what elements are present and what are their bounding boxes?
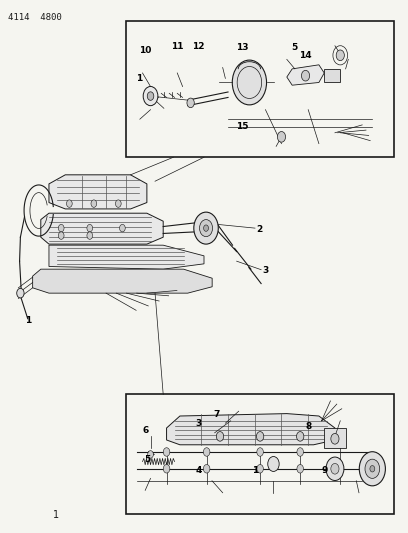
Text: 1: 1 (53, 510, 59, 520)
Circle shape (87, 232, 93, 239)
Circle shape (359, 452, 386, 486)
Polygon shape (324, 428, 346, 448)
Bar (126, 21, 394, 157)
Polygon shape (49, 245, 204, 269)
Text: 11: 11 (171, 43, 184, 51)
Circle shape (331, 463, 339, 474)
Circle shape (336, 50, 344, 61)
Text: 1: 1 (135, 75, 142, 83)
Circle shape (297, 448, 304, 456)
Text: 7: 7 (213, 410, 220, 419)
Text: 5: 5 (144, 455, 150, 464)
Polygon shape (324, 69, 340, 83)
Circle shape (67, 200, 72, 207)
Circle shape (91, 200, 97, 207)
Circle shape (194, 212, 218, 244)
Circle shape (203, 448, 210, 456)
Text: 12: 12 (192, 43, 204, 51)
Text: 4114  4800: 4114 4800 (8, 13, 62, 22)
Circle shape (87, 224, 93, 232)
Circle shape (143, 86, 158, 106)
Polygon shape (287, 65, 324, 85)
Circle shape (297, 464, 304, 473)
Circle shape (268, 456, 279, 472)
Circle shape (163, 464, 170, 473)
Text: 10: 10 (139, 46, 151, 54)
Text: 8: 8 (305, 422, 312, 431)
Circle shape (58, 224, 64, 232)
Circle shape (17, 288, 24, 298)
Circle shape (302, 70, 310, 81)
Polygon shape (33, 269, 212, 293)
Circle shape (203, 464, 210, 473)
Text: 3: 3 (195, 419, 202, 428)
Circle shape (297, 432, 304, 441)
Bar (126, 394, 394, 514)
Circle shape (277, 132, 286, 142)
Polygon shape (166, 414, 335, 445)
Circle shape (232, 60, 266, 105)
Text: 3: 3 (262, 266, 268, 275)
Circle shape (204, 225, 208, 231)
Circle shape (370, 466, 375, 472)
Text: 4: 4 (195, 466, 202, 474)
Circle shape (163, 448, 170, 456)
Text: 14: 14 (299, 52, 311, 60)
Circle shape (200, 220, 213, 237)
Circle shape (365, 459, 380, 479)
Text: 2: 2 (256, 225, 262, 233)
Circle shape (58, 232, 64, 239)
Polygon shape (49, 175, 147, 209)
Circle shape (256, 432, 264, 441)
Circle shape (257, 448, 264, 456)
Circle shape (216, 432, 224, 441)
Text: 15: 15 (236, 123, 248, 131)
Text: 1: 1 (25, 317, 32, 325)
Circle shape (187, 98, 194, 108)
Text: 6: 6 (143, 426, 149, 434)
Polygon shape (41, 213, 163, 244)
Circle shape (257, 464, 264, 473)
Circle shape (326, 457, 344, 481)
Circle shape (120, 224, 125, 232)
Text: 1: 1 (252, 466, 258, 474)
Text: 9: 9 (321, 466, 328, 474)
Text: 13: 13 (237, 44, 249, 52)
Circle shape (331, 433, 339, 444)
Circle shape (147, 92, 154, 100)
Circle shape (115, 200, 121, 207)
Circle shape (148, 451, 153, 458)
Text: 5: 5 (291, 44, 298, 52)
